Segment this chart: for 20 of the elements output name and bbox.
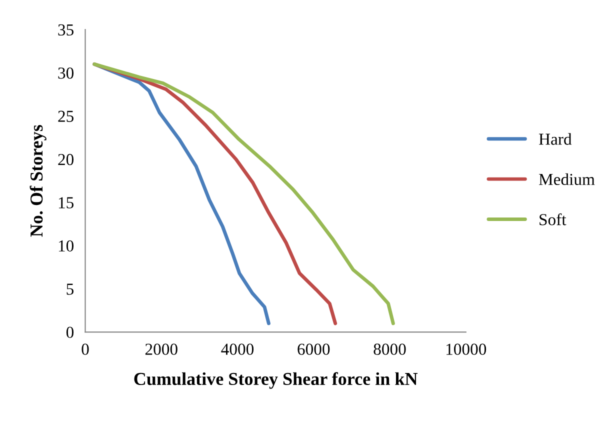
y-tick-label: 15 xyxy=(58,197,74,208)
x-tick-label: 6000 xyxy=(298,344,330,355)
x-tick-label: 2000 xyxy=(145,344,178,355)
x-tick-label: 0 xyxy=(82,344,89,355)
x-axis-title: Cumulative Storey Shear force in kN xyxy=(134,372,418,389)
y-tick-label: 10 xyxy=(58,240,74,252)
legend-label: Hard xyxy=(538,133,572,145)
x-tick-label: 10000 xyxy=(446,344,486,355)
y-tick-label: 0 xyxy=(66,326,74,338)
y-tick-label: 30 xyxy=(58,68,74,79)
x-tick-label: 8000 xyxy=(374,344,406,355)
legend-label: Medium xyxy=(538,173,595,186)
y-tick-label: 20 xyxy=(58,154,74,166)
legend-label: Soft xyxy=(540,213,566,226)
x-tick-label: 4000 xyxy=(221,344,254,355)
y-tick-label: 5 xyxy=(66,284,74,295)
y-axis-title: No. Of Storeys xyxy=(30,125,46,237)
line-series xyxy=(92,62,395,326)
y-tick-label: 35 xyxy=(58,24,74,36)
y-tick-label: 25 xyxy=(58,110,74,122)
